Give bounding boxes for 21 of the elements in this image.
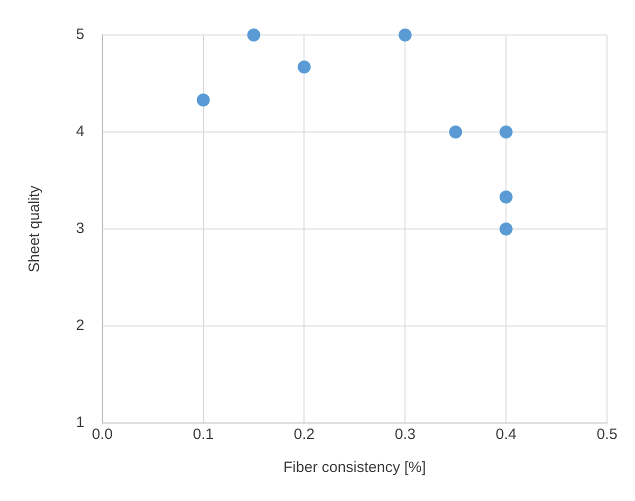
y-tick-label: 4: [76, 123, 84, 140]
x-tick-label: 0.0: [92, 426, 113, 444]
x-tick-label: 0.5: [596, 426, 618, 444]
point: [500, 190, 513, 204]
y-tick-label: 5: [76, 26, 84, 44]
y-tick-label: 1: [76, 414, 84, 432]
y-tick-label: 3: [76, 220, 84, 238]
point: [196, 93, 210, 106]
x-tick-label: 0.2: [294, 426, 315, 444]
point: [500, 126, 513, 138]
y-tick-label: 2: [76, 317, 84, 334]
point: [398, 28, 412, 42]
x-tick-label: 0.1: [192, 426, 214, 444]
point: [247, 28, 260, 42]
point: [500, 222, 513, 236]
point: [449, 126, 462, 138]
x-tick-label: 0.3: [394, 426, 416, 444]
point: [298, 60, 311, 74]
x-axis-title: Fiber consistency [%]: [283, 459, 426, 476]
y-axis-title: Sheet quality: [26, 185, 44, 272]
x-tick-label: 0.4: [496, 426, 516, 444]
